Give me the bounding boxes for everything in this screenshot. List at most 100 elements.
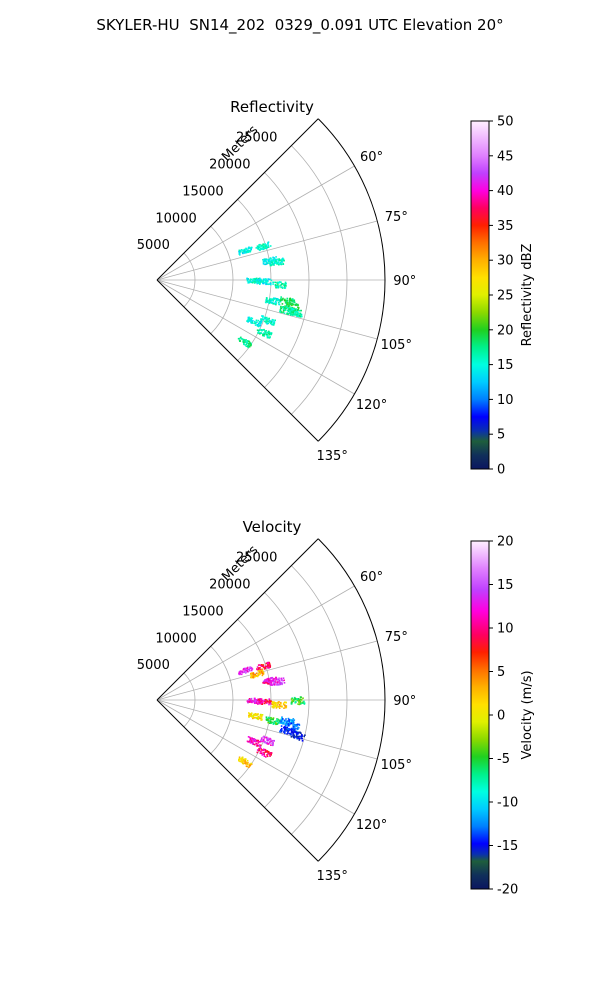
data-point bbox=[274, 297, 277, 300]
data-point bbox=[248, 701, 251, 703]
data-point bbox=[298, 731, 300, 734]
data-point bbox=[251, 738, 253, 741]
data-point bbox=[250, 762, 253, 765]
data-point bbox=[257, 716, 260, 719]
data-point bbox=[259, 669, 261, 672]
data-point bbox=[257, 332, 259, 334]
data-point bbox=[272, 298, 274, 300]
data-point bbox=[253, 717, 255, 719]
data-point bbox=[289, 312, 291, 314]
colorbar-tick-label: 40 bbox=[497, 184, 514, 199]
data-point bbox=[281, 298, 284, 301]
data-point bbox=[274, 701, 277, 704]
data-point bbox=[265, 321, 267, 324]
data-point bbox=[265, 247, 268, 250]
data-point bbox=[263, 666, 265, 669]
data-point bbox=[286, 721, 289, 724]
data-point bbox=[256, 739, 258, 742]
data-point bbox=[282, 297, 284, 300]
data-point bbox=[237, 337, 240, 340]
data-point bbox=[270, 298, 273, 300]
data-point bbox=[284, 283, 286, 285]
data-point bbox=[302, 701, 304, 704]
data-point bbox=[279, 310, 281, 313]
data-point bbox=[269, 721, 272, 723]
data-point bbox=[284, 728, 286, 731]
data-point bbox=[262, 243, 264, 245]
data-point bbox=[260, 281, 262, 283]
data-point bbox=[238, 251, 241, 254]
data-point bbox=[290, 314, 292, 316]
data-cluster bbox=[256, 747, 273, 758]
data-point bbox=[247, 278, 249, 281]
data-point bbox=[278, 721, 280, 724]
angle-gridline bbox=[156, 220, 378, 281]
data-point bbox=[296, 734, 298, 737]
data-point bbox=[256, 668, 259, 671]
angle-tick-label: 90° bbox=[393, 694, 416, 709]
data-point bbox=[257, 741, 260, 743]
data-point bbox=[258, 747, 260, 750]
data-point bbox=[284, 306, 286, 308]
data-point bbox=[251, 317, 254, 320]
data-point bbox=[257, 718, 260, 721]
data-point bbox=[257, 670, 260, 672]
data-point bbox=[264, 666, 267, 669]
data-point bbox=[284, 723, 287, 725]
data-point bbox=[299, 309, 301, 312]
data-point bbox=[297, 735, 299, 738]
data-point bbox=[280, 701, 282, 704]
data-point bbox=[246, 277, 248, 280]
data-point bbox=[280, 679, 283, 681]
data-point bbox=[288, 724, 291, 726]
data-point bbox=[250, 317, 253, 319]
data-point bbox=[282, 306, 284, 308]
data-point bbox=[260, 750, 262, 753]
data-point bbox=[257, 331, 260, 333]
data-point bbox=[264, 243, 267, 246]
data-point bbox=[260, 332, 262, 334]
data-point bbox=[290, 736, 293, 738]
data-point bbox=[265, 702, 268, 704]
data-point bbox=[249, 669, 251, 672]
data-point bbox=[261, 749, 263, 751]
data-point bbox=[286, 726, 288, 729]
data-point bbox=[277, 701, 279, 704]
data-point bbox=[251, 675, 253, 677]
data-point bbox=[254, 281, 257, 283]
data-point bbox=[265, 736, 268, 739]
data-point bbox=[257, 324, 260, 326]
data-point bbox=[269, 320, 272, 322]
data-point bbox=[256, 246, 259, 249]
data-point bbox=[259, 752, 262, 754]
colorbar-tick-label: 15 bbox=[497, 358, 514, 373]
data-point bbox=[265, 246, 268, 249]
data-point bbox=[256, 739, 259, 742]
data-point bbox=[259, 278, 261, 281]
data-point bbox=[297, 727, 300, 729]
data-point bbox=[290, 311, 293, 313]
colorbar-label: Velocity (m/s) bbox=[520, 670, 535, 759]
data-cluster bbox=[271, 701, 288, 709]
data-point bbox=[279, 299, 282, 301]
data-point bbox=[268, 698, 271, 700]
data-point bbox=[250, 715, 253, 718]
data-point bbox=[254, 320, 256, 323]
data-point bbox=[251, 712, 253, 715]
data-point bbox=[278, 300, 281, 302]
data-point bbox=[281, 716, 283, 719]
data-point bbox=[286, 303, 289, 305]
data-point bbox=[244, 252, 246, 254]
data-point bbox=[262, 680, 265, 683]
data-point bbox=[264, 679, 266, 681]
data-point bbox=[273, 257, 276, 259]
data-point bbox=[280, 311, 283, 313]
data-point bbox=[254, 716, 257, 719]
data-point bbox=[266, 280, 269, 283]
data-point bbox=[247, 670, 249, 673]
data-point bbox=[300, 702, 302, 705]
data-point bbox=[263, 700, 265, 703]
data-point bbox=[238, 249, 241, 252]
data-point bbox=[246, 340, 249, 342]
data-point bbox=[267, 262, 270, 264]
